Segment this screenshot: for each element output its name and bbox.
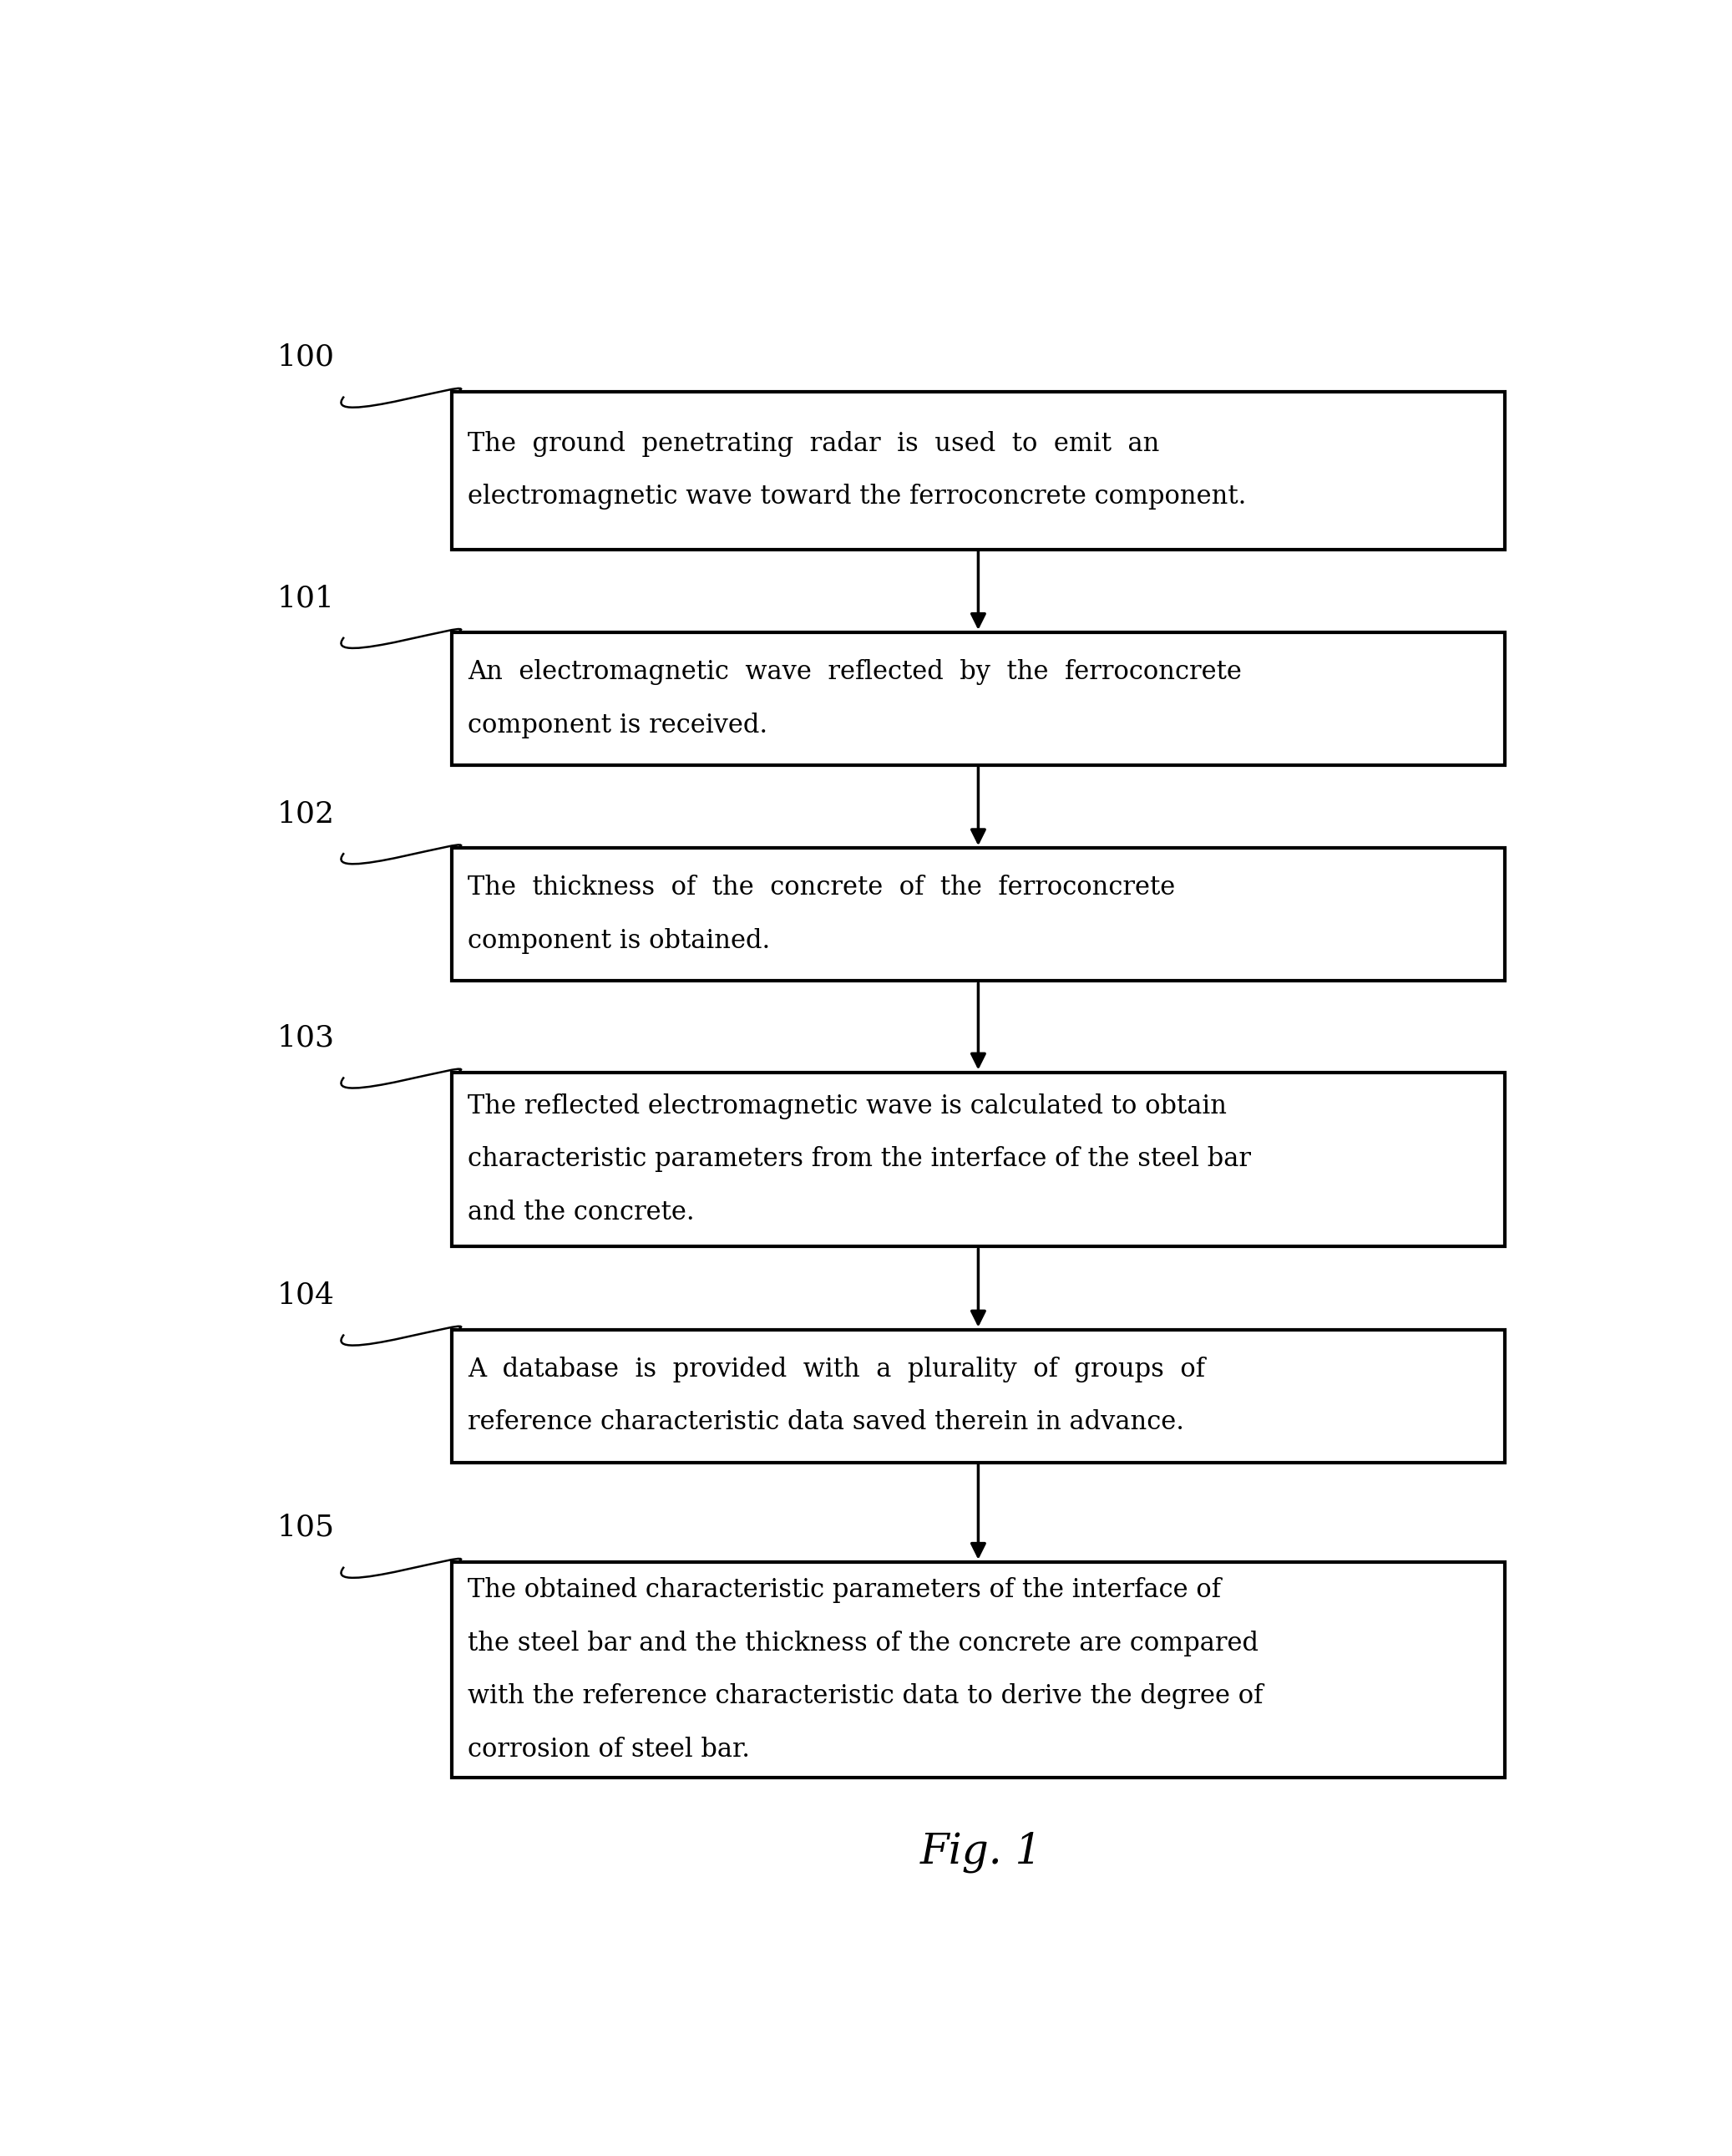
Bar: [452, 392, 1505, 550]
Text: with the reference characteristic data to derive the degree of: with the reference characteristic data t…: [468, 1684, 1263, 1710]
Text: and the concrete.: and the concrete.: [468, 1199, 695, 1225]
Text: The  ground  penetrating  radar  is  used  to  emit  an: The ground penetrating radar is used to …: [468, 431, 1159, 457]
Text: An  electromagnetic  wave  reflected  by  the  ferroconcrete: An electromagnetic wave reflected by the…: [468, 660, 1242, 686]
Text: reference characteristic data saved therein in advance.: reference characteristic data saved ther…: [468, 1410, 1185, 1436]
Bar: [452, 1561, 1505, 1779]
Text: the steel bar and the thickness of the concrete are compared: the steel bar and the thickness of the c…: [468, 1630, 1259, 1656]
Bar: [452, 847, 1505, 981]
Text: 105: 105: [277, 1514, 334, 1542]
Text: The  thickness  of  the  concrete  of  the  ferroconcrete: The thickness of the concrete of the fer…: [468, 875, 1174, 901]
Text: component is obtained.: component is obtained.: [468, 927, 771, 953]
Text: Fig. 1: Fig. 1: [920, 1833, 1043, 1874]
Bar: [452, 632, 1505, 765]
Text: component is received.: component is received.: [468, 711, 767, 737]
Text: 102: 102: [277, 800, 334, 828]
Text: The obtained characteristic parameters of the interface of: The obtained characteristic parameters o…: [468, 1578, 1221, 1604]
Text: A  database  is  provided  with  a  plurality  of  groups  of: A database is provided with a plurality …: [468, 1356, 1205, 1382]
Text: 100: 100: [277, 343, 334, 371]
Text: corrosion of steel bar.: corrosion of steel bar.: [468, 1736, 750, 1761]
Bar: [452, 1330, 1505, 1462]
Text: 101: 101: [277, 584, 334, 612]
Text: 103: 103: [277, 1024, 334, 1052]
Text: electromagnetic wave toward the ferroconcrete component.: electromagnetic wave toward the ferrocon…: [468, 483, 1245, 511]
Text: The reflected electromagnetic wave is calculated to obtain: The reflected electromagnetic wave is ca…: [468, 1093, 1226, 1119]
Text: characteristic parameters from the interface of the steel bar: characteristic parameters from the inter…: [468, 1147, 1251, 1173]
Text: 104: 104: [277, 1281, 334, 1309]
Bar: [452, 1072, 1505, 1246]
